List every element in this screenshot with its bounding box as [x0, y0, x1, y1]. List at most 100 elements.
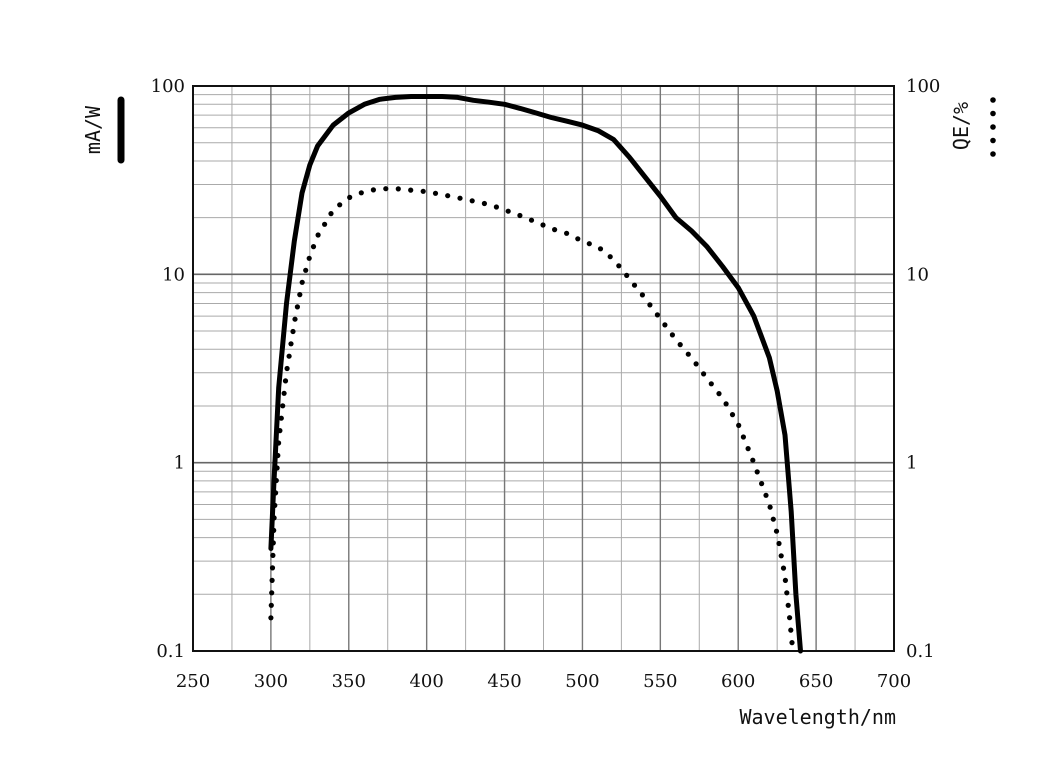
series-dot [370, 187, 376, 193]
left-axis-label-group: mA/W [81, 96, 125, 164]
legend-dot [990, 110, 996, 117]
y-tick-label-right: 1 [906, 453, 917, 474]
series-dot [284, 365, 290, 372]
series-dot [685, 351, 691, 357]
minor-grid [193, 86, 894, 651]
series-dot [654, 312, 661, 318]
series-dot [457, 195, 463, 201]
series-dot [347, 194, 353, 200]
series-dot [789, 640, 795, 646]
series-dot [290, 328, 296, 335]
series-dot [750, 457, 756, 463]
series-dot [269, 565, 276, 571]
y-tick-labels-left: 0.1 1 10 100 [151, 76, 185, 662]
series-dot [716, 391, 722, 397]
series-dot [729, 412, 736, 418]
series-dot [662, 322, 668, 328]
series-dot [273, 477, 279, 484]
series-dot [773, 528, 780, 534]
series-dot [493, 204, 499, 210]
series-dot [383, 186, 389, 192]
series-dot [288, 341, 294, 347]
series-dot [322, 221, 328, 227]
series-dot [306, 255, 312, 261]
series-dot [787, 615, 793, 621]
series-dot [337, 202, 343, 208]
series-dot [575, 236, 581, 242]
y-tick-labels-right: 0.1 1 10 100 [906, 76, 940, 662]
series-dot [736, 422, 742, 428]
series-dot [275, 452, 281, 459]
series-dot [481, 200, 487, 207]
x-tick-label: 700 [877, 671, 911, 692]
series-dot [624, 272, 630, 278]
x-tick-label: 400 [409, 671, 443, 692]
series-dot [328, 211, 334, 217]
series-dot [778, 553, 784, 559]
series-dot [270, 552, 276, 559]
y-axis-label-right: QE/% [949, 102, 973, 150]
series-dot [767, 504, 773, 510]
x-tick-labels: 250 300 350 400 450 500 550 600 650 700 [176, 671, 911, 692]
plot-frame [192, 85, 895, 652]
series-dot [740, 434, 747, 440]
series-dot [693, 361, 699, 367]
series-dot [315, 232, 321, 238]
series-dot [281, 390, 287, 396]
legend-dot [990, 151, 996, 157]
series-dot [282, 378, 289, 384]
series-layer [268, 94, 803, 654]
x-tick-label: 300 [254, 671, 288, 692]
series-dot [708, 381, 714, 387]
series-dot [639, 292, 646, 298]
y-axis-label-left: mA/W [81, 105, 105, 154]
series-dot [564, 230, 570, 236]
legend-swatch-dotted [990, 97, 996, 157]
series-dot [420, 188, 426, 194]
series-dot [294, 304, 300, 310]
series-dot [445, 193, 451, 199]
series-line-mAW [268, 94, 803, 654]
y-tick-label-right: 10 [906, 264, 929, 285]
right-axis-label-group: QE/% [949, 97, 996, 157]
series-dot [303, 267, 309, 273]
series-dot [469, 198, 475, 204]
series-dot [597, 246, 604, 252]
series-dot [647, 302, 653, 308]
series-dot [677, 342, 683, 348]
series-dot [268, 615, 274, 621]
y-tick-label-left: 1 [174, 453, 185, 474]
y-tick-label-left: 100 [151, 76, 185, 97]
series-dot [299, 279, 305, 285]
series-dot [270, 540, 276, 546]
series-dot [274, 465, 280, 471]
series-dot [278, 415, 284, 421]
series-dot [358, 190, 364, 196]
y-tick-label-right: 0.1 [906, 641, 935, 662]
series-dot [277, 428, 283, 434]
series-dot [271, 527, 277, 534]
series-dot [272, 502, 278, 508]
series-dot [780, 565, 787, 571]
series-dot [271, 515, 277, 521]
y-tick-label-left: 10 [162, 264, 185, 285]
legend-dot [990, 124, 996, 130]
series-dot [770, 516, 776, 522]
series-dot [268, 602, 274, 608]
x-tick-label: 550 [643, 671, 677, 692]
series-dot [276, 440, 282, 446]
series-dot [785, 602, 791, 608]
series-dot [292, 316, 298, 322]
x-tick-label: 650 [799, 671, 833, 692]
series-dot [408, 187, 414, 193]
x-axis-label: Wavelength/nm [739, 705, 896, 729]
series-dot [616, 263, 622, 269]
series-dot [776, 540, 782, 547]
series-dot [552, 227, 558, 233]
y-tick-label-left: 0.1 [156, 641, 185, 662]
series-dot [745, 446, 751, 452]
series-dot [607, 254, 613, 260]
series-dot [782, 577, 789, 584]
x-tick-label: 600 [721, 671, 755, 692]
